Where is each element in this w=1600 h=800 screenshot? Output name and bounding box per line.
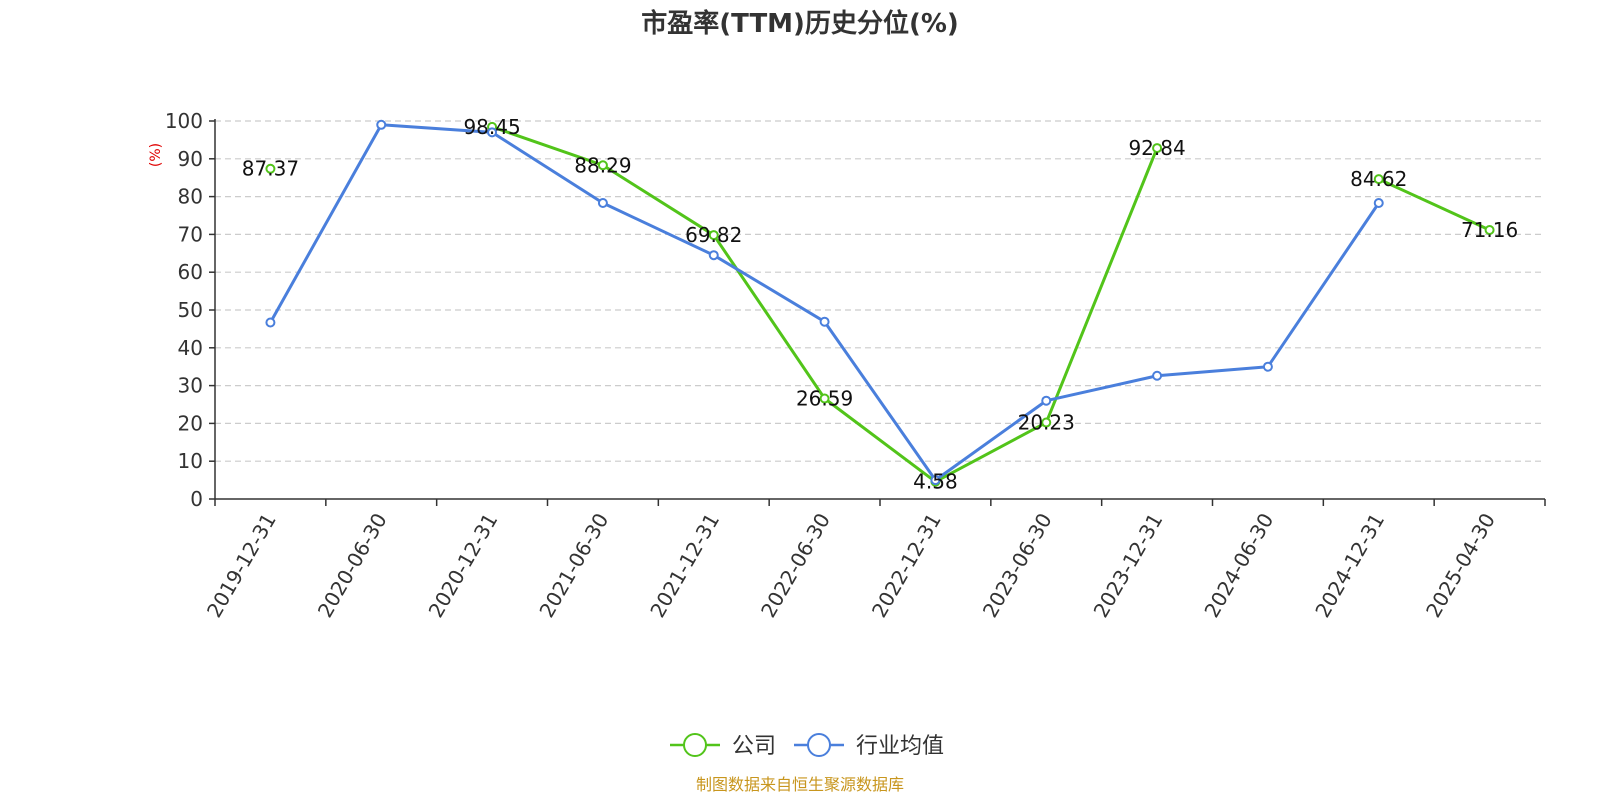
data-point[interactable] [819,393,830,404]
y-tick-label: 90 [178,147,203,171]
data-point[interactable] [1041,395,1052,406]
x-tick-label: 2021-06-30 [534,509,613,622]
x-tick-label: 2024-12-31 [1310,509,1389,622]
y-tick-label: 100 [165,109,203,133]
x-tick-label: 2020-12-31 [424,509,503,622]
data-point[interactable] [1152,143,1163,154]
legend-marker [683,733,707,757]
x-tick-label: 2023-06-30 [978,509,1057,622]
source-note: 制图数据来自恒生聚源数据库 [696,775,904,794]
chart-title: 市盈率(TTM)历史分位(%) [641,8,959,39]
data-point[interactable] [597,160,608,171]
data-point[interactable] [376,119,387,130]
data-label: 4.58 [913,470,958,494]
legend-item[interactable]: 行业均值 [794,733,944,759]
y-tick-label: 10 [178,449,203,473]
y-tick-labels: 0 10 20 30 40 50 60 70 80 90 100 [165,109,203,511]
legend-label: 公司 [732,734,776,759]
data-label: 98.45 [463,115,520,139]
x-tick-label: 2022-06-30 [756,509,835,622]
data-point[interactable] [1041,417,1052,428]
data-point[interactable] [1484,225,1495,236]
data-label: 84.62 [1350,167,1407,191]
data-point[interactable] [597,198,608,209]
y-tick-label: 80 [178,185,203,209]
y-tick-label: 20 [178,411,203,435]
data-point[interactable] [1373,174,1384,185]
data-label: 69.82 [685,223,742,247]
x-tick-label: 2024-06-30 [1199,509,1278,622]
data-point[interactable] [930,475,941,486]
data-point[interactable] [1373,198,1384,209]
grid-lines [215,120,1545,462]
y-tick-label: 0 [190,487,203,511]
data-point[interactable] [265,317,276,328]
legend-item[interactable]: 公司 [670,733,776,759]
data-label: 87.37 [242,157,299,181]
data-label: 71.16 [1461,218,1518,242]
y-tick-label: 60 [178,260,203,284]
x-tick-label: 2020-06-30 [313,509,392,622]
x-tick-labels: 2019-12-31 2020-06-30 2020-12-31 2021-06-30… [202,509,1500,622]
data-labels: 87.37 98.45 88.29 69.82 26.59 4.58 20.23 92.84 8… [242,115,1518,494]
data-point[interactable] [819,316,830,327]
x-tick-label: 2023-12-31 [1089,509,1168,622]
x-tick-label: 2019-12-31 [202,509,281,622]
legend-label: 行业均值 [856,734,944,759]
x-tick-label: 2025-04-30 [1421,509,1500,622]
x-tick-label: 2021-12-31 [645,509,724,622]
series-line [269,123,1380,482]
data-point[interactable] [1152,370,1163,381]
series-line [1378,177,1491,232]
data-label: 20.23 [1018,411,1075,435]
data-label: 88.29 [574,153,631,177]
series-points [265,119,1495,487]
axes [209,119,1546,506]
y-axis-unit-label: (%) [148,143,164,167]
data-label: 26.59 [796,386,853,410]
data-point[interactable] [1262,361,1273,372]
y-tick-label: 50 [178,298,203,322]
legend[interactable]: 公司 行业均值 [670,733,944,759]
data-point[interactable] [265,163,276,174]
data-point[interactable] [708,250,719,261]
x-tick-label: 2022-12-31 [867,509,946,622]
legend-marker [807,733,831,757]
y-tick-label: 70 [178,222,203,246]
y-tick-label: 40 [178,336,203,360]
data-point[interactable] [708,230,719,241]
data-point[interactable] [487,127,498,138]
y-tick-label: 30 [178,374,203,398]
series-lines [269,123,1491,484]
data-label: 92.84 [1128,136,1185,160]
